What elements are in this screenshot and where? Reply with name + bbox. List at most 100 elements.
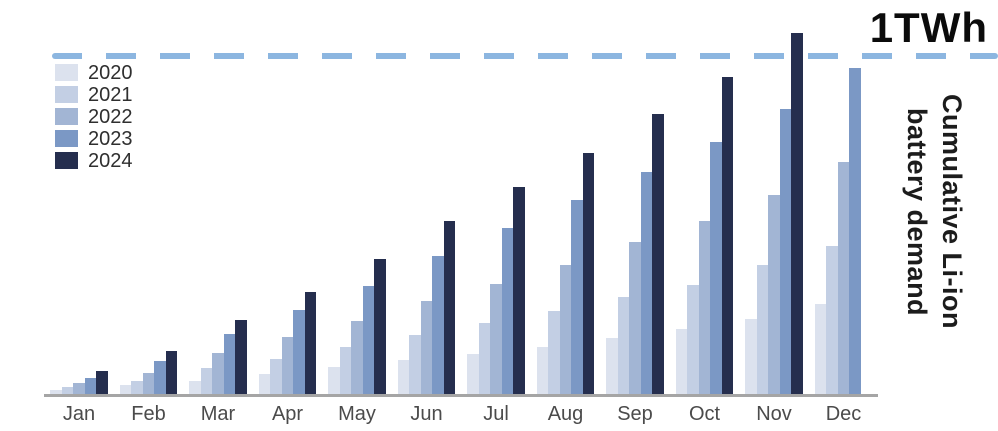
- bar-group-oct: [675, 77, 734, 395]
- legend-label: 2021: [88, 83, 133, 106]
- bar-2024-jan: [96, 371, 108, 395]
- bar-2021-nov: [756, 265, 769, 395]
- chart-title: 1TWh: [869, 4, 988, 51]
- bar-2023-feb: [154, 361, 166, 395]
- plot-area: [44, 0, 878, 397]
- bar-2022-oct: [698, 221, 711, 395]
- bar-2021-oct: [687, 285, 699, 395]
- bar-2020-nov: [745, 319, 757, 395]
- bar-group-may: [328, 259, 386, 395]
- bar-2020-mar: [189, 381, 201, 395]
- x-axis-label-feb: Feb: [131, 403, 166, 425]
- bar-group-dec: [814, 68, 873, 395]
- legend-label: 2024: [88, 149, 133, 172]
- bar-group-jun: [397, 221, 456, 395]
- bar-2022-mar: [212, 353, 224, 395]
- bar-2021-apr: [270, 359, 282, 395]
- bar-2020-dec: [814, 304, 827, 395]
- bar-2020-sep: [606, 338, 618, 395]
- bar-group-sep: [606, 114, 664, 395]
- bar-group-feb: [119, 351, 178, 395]
- x-axis-labels: Jan Feb Mar Apr May Jun Jul Aug Sep Oct Nov Dec: [44, 403, 878, 429]
- bar-2023-dec: [849, 68, 861, 395]
- bar-2022-feb: [142, 373, 155, 395]
- bar-2021-jun: [409, 335, 421, 395]
- bar-2022-may: [351, 321, 363, 395]
- bar-2020-apr: [258, 374, 271, 395]
- legend-swatch-2022: [55, 108, 78, 125]
- bar-2024-apr: [304, 292, 317, 395]
- bar-group-jan: [50, 371, 108, 395]
- bar-2024-mar: [235, 320, 247, 395]
- legend-label: 2022: [88, 105, 133, 128]
- bar-2020-jan: [50, 390, 62, 395]
- bar-2021-may: [339, 347, 352, 395]
- y-axis-label: Cumulative Li-ion battery demand: [893, 78, 969, 346]
- x-axis-label-jan: Jan: [62, 403, 96, 425]
- bar-2023-jan: [84, 378, 97, 395]
- legend-swatch-2020: [55, 64, 78, 81]
- bar-2020-feb: [119, 385, 132, 395]
- x-axis-line: [44, 394, 878, 397]
- bar-2023-nov: [779, 109, 792, 395]
- bar-2022-nov: [768, 195, 780, 395]
- legend-swatch-2021: [55, 86, 78, 103]
- bar-2022-jul: [490, 284, 502, 395]
- bar-2021-dec: [826, 246, 838, 395]
- x-axis-label-sep: Sep: [617, 403, 653, 425]
- bar-2023-apr: [293, 310, 305, 395]
- bar-2021-mar: [200, 368, 213, 395]
- x-axis-label-aug: Aug: [547, 403, 584, 425]
- x-axis-label-oct: Oct: [688, 403, 721, 425]
- bar-2024-feb: [165, 351, 178, 395]
- bar-2021-aug: [548, 311, 560, 395]
- bar-2020-aug: [536, 347, 549, 395]
- bar-2023-sep: [640, 172, 653, 395]
- bar-2020-oct: [675, 329, 688, 395]
- bar-2023-may: [362, 286, 375, 395]
- bar-2022-jun: [420, 301, 433, 395]
- x-axis-label-jun: Jun: [410, 403, 443, 425]
- bar-2021-sep: [617, 297, 630, 395]
- bar-group-aug: [536, 153, 595, 395]
- bar-2023-jul: [501, 228, 514, 395]
- reference-line-1twh: [52, 53, 998, 59]
- bar-2024-nov: [791, 33, 803, 395]
- legend-swatch-2023: [55, 130, 78, 147]
- x-axis-label-nov: Nov: [756, 403, 792, 425]
- bar-group-jul: [467, 187, 525, 395]
- bar-2024-oct: [721, 77, 734, 395]
- bar-2024-may: [374, 259, 386, 395]
- legend-label: 2023: [88, 127, 133, 150]
- y-axis-label-line2: battery demand: [901, 107, 932, 317]
- bar-group-nov: [745, 33, 803, 395]
- bar-2020-jun: [397, 360, 410, 395]
- bar-2020-jul: [467, 354, 479, 395]
- bar-group-apr: [258, 292, 317, 395]
- x-axis-label-jul: Jul: [483, 403, 509, 425]
- x-axis-label-mar: Mar: [200, 403, 236, 425]
- bar-2022-aug: [559, 265, 572, 395]
- bar-2021-jan: [61, 387, 74, 395]
- bar-2021-feb: [131, 381, 143, 395]
- legend-item-2024: 2024: [55, 149, 133, 172]
- bar-groups: [50, 33, 873, 395]
- bar-2021-jul: [478, 323, 491, 395]
- bar-group-mar: [189, 320, 247, 395]
- bar-2024-aug: [582, 153, 595, 395]
- bar-2024-jun: [443, 221, 456, 395]
- bar-2022-sep: [629, 242, 641, 395]
- legend-item-2022: 2022: [55, 105, 133, 128]
- bar-2022-dec: [837, 162, 850, 395]
- bar-2022-apr: [281, 337, 294, 395]
- bar-2023-mar: [223, 334, 236, 395]
- bar-2023-oct: [710, 142, 722, 395]
- legend: 2020 2021 2022 2023 2024: [55, 61, 133, 172]
- bar-2023-jun: [432, 256, 444, 395]
- bar-2020-may: [328, 367, 340, 395]
- legend-label: 2020: [88, 61, 133, 84]
- bar-2024-sep: [652, 114, 664, 395]
- bar-2022-jan: [73, 383, 85, 395]
- bar-2023-aug: [571, 200, 583, 395]
